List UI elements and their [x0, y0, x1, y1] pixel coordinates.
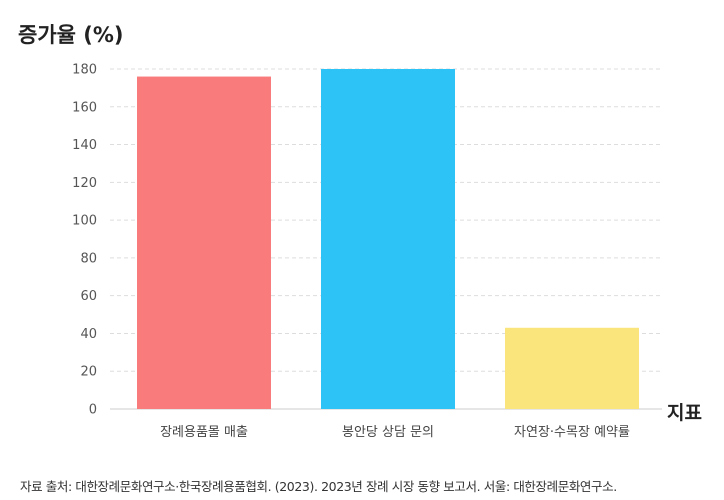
x-tick-label: 장례용품몰 매출	[160, 425, 248, 440]
y-tick-label: 100	[72, 214, 97, 229]
source-note: 자료 출처: 대한장례문화연구소·한국장례용품협회. (2023). 2023년…	[20, 479, 617, 494]
bar	[505, 327, 639, 409]
y-tick-label: 80	[80, 251, 97, 266]
y-tick-label: 40	[80, 327, 97, 342]
x-tick-label: 자연장·수목장 예약률	[514, 425, 630, 440]
x-tick-label: 봉안당 상담 문의	[342, 425, 434, 440]
y-tick-label: 160	[72, 100, 97, 115]
bar	[137, 76, 271, 410]
x-axis-title: 지표	[667, 402, 702, 424]
y-axis-ticks: 0 20 40 60 80 100 120 140 160 180	[72, 63, 97, 418]
y-tick-label: 20	[80, 365, 97, 380]
y-tick-label: 0	[89, 403, 97, 418]
x-axis-ticks: 장례용품몰 매출 봉안당 상담 문의 자연장·수목장 예약률	[160, 425, 630, 440]
y-tick-label: 60	[80, 289, 97, 304]
bars	[137, 69, 639, 410]
y-tick-label: 180	[72, 63, 97, 78]
y-axis-title: 증가율 (%)	[18, 23, 124, 47]
bar	[321, 69, 455, 409]
y-tick-label: 140	[72, 138, 97, 153]
y-tick-label: 120	[72, 176, 97, 191]
